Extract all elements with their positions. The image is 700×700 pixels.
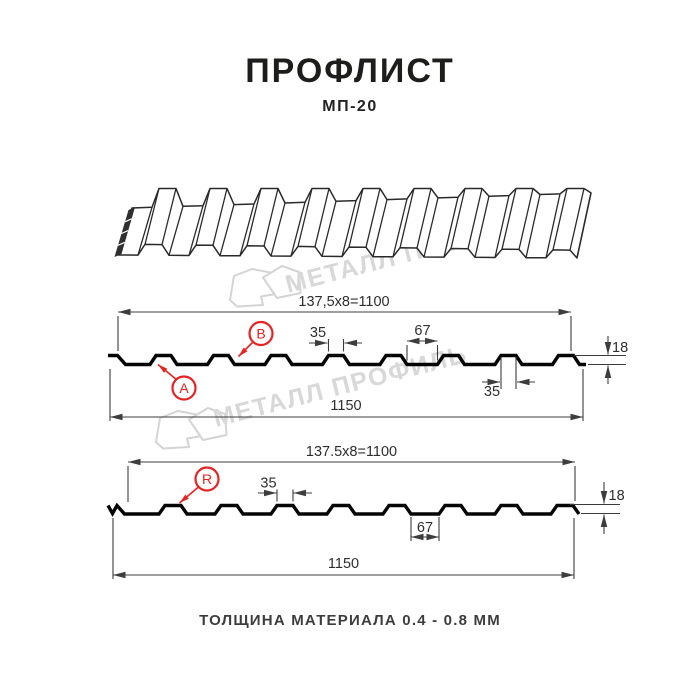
dim-valley-r: 67 (417, 520, 433, 536)
profile-r-outline (106, 502, 581, 517)
profile-model-subtitle: МП-20 (322, 98, 378, 115)
dim-height-a: 18 (612, 340, 628, 356)
section-a-dimensions: 137,5x8=1100 35 67 18 (109, 294, 628, 421)
dim-overall-a: 1150 (330, 398, 361, 414)
section-r-dimensions: 137.5x8=1100 35 67 18 (112, 444, 625, 579)
marker-a-circle (171, 375, 197, 401)
dim-rib-top-a: 35 (310, 325, 326, 341)
sheet-3d-drawing (114, 187, 592, 259)
section-a-side-markers: B A (157, 320, 274, 401)
dim-rib-bottom-a: 35 (484, 384, 500, 400)
page-title: ПРОФЛИСТ (245, 52, 455, 90)
marker-b-circle (248, 320, 274, 347)
profile-a-outline (108, 353, 586, 367)
dim-pitch-r: 137.5x8=1100 (306, 444, 397, 460)
dim-rib-top-r: 35 (260, 476, 276, 492)
cross-section-r: 137.5x8=1100 35 67 18 (106, 444, 625, 579)
marker-a-label: A (179, 380, 189, 396)
marker-r-circle (194, 466, 220, 492)
sheet-rib-lines (137, 188, 592, 259)
dim-pitch-a: 137,5x8=1100 (298, 294, 389, 310)
cross-section-a: 137,5x8=1100 35 67 18 (108, 294, 628, 421)
dim-height-r: 18 (609, 488, 625, 504)
marker-r-label: R (202, 471, 212, 487)
dim-valley-a: 67 (414, 323, 430, 339)
marker-b-label: B (256, 326, 265, 342)
dim-overall-r: 1150 (328, 556, 359, 572)
material-thickness-note: ТОЛЩИНА МАТЕРИАЛА 0.4 - 0.8 ММ (199, 612, 501, 629)
section-r-side-markers: R (178, 466, 220, 504)
sheet-cut-hatch (117, 218, 132, 246)
